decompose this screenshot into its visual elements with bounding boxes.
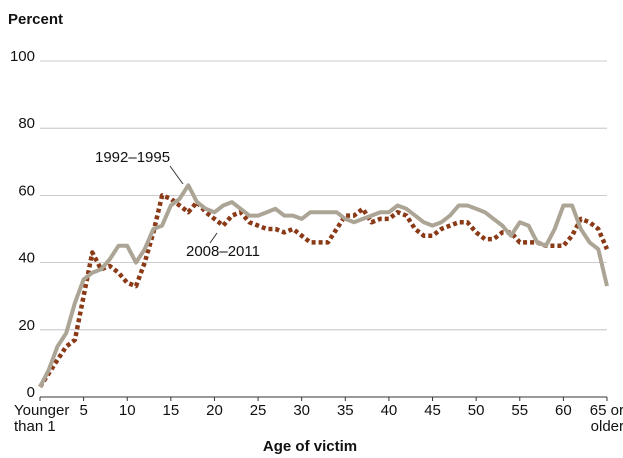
series-line — [38, 193, 610, 389]
series-line — [38, 183, 609, 388]
x-tick-label: 40 — [380, 402, 398, 419]
y-tick-label: 100 — [10, 48, 35, 65]
x-tick-label: 25 — [249, 402, 267, 419]
x-tick-label: Younger than 1 — [14, 402, 70, 435]
x-tick-label: 30 — [293, 402, 311, 419]
y-tick-label: 80 — [18, 115, 35, 132]
x-tick-label: 65 or older — [589, 402, 623, 435]
x-tick-label: 50 — [467, 402, 485, 419]
x-tick-label: 10 — [118, 402, 136, 419]
y-tick-label: 0 — [27, 384, 35, 401]
x-tick-label: 55 — [511, 402, 529, 419]
series-label: 2008–2011 — [186, 243, 260, 260]
x-tick-label: 15 — [162, 402, 180, 419]
leader-line — [169, 165, 184, 185]
y-tick-label: 20 — [18, 317, 35, 334]
x-axis-title: Age of victim — [263, 438, 357, 455]
leader-line — [209, 232, 218, 244]
y-tick-label: 40 — [18, 250, 35, 267]
x-tick-label: 20 — [206, 402, 223, 419]
y-axis-title: Percent — [8, 11, 63, 28]
x-tick-label: 5 — [79, 402, 88, 419]
x-tick-label: 45 — [424, 402, 441, 419]
series-label: 1992–1995 — [95, 149, 170, 166]
x-tick-label: 35 — [336, 402, 354, 419]
y-tick-label: 60 — [18, 182, 35, 199]
x-tick-label: 60 — [555, 402, 572, 419]
